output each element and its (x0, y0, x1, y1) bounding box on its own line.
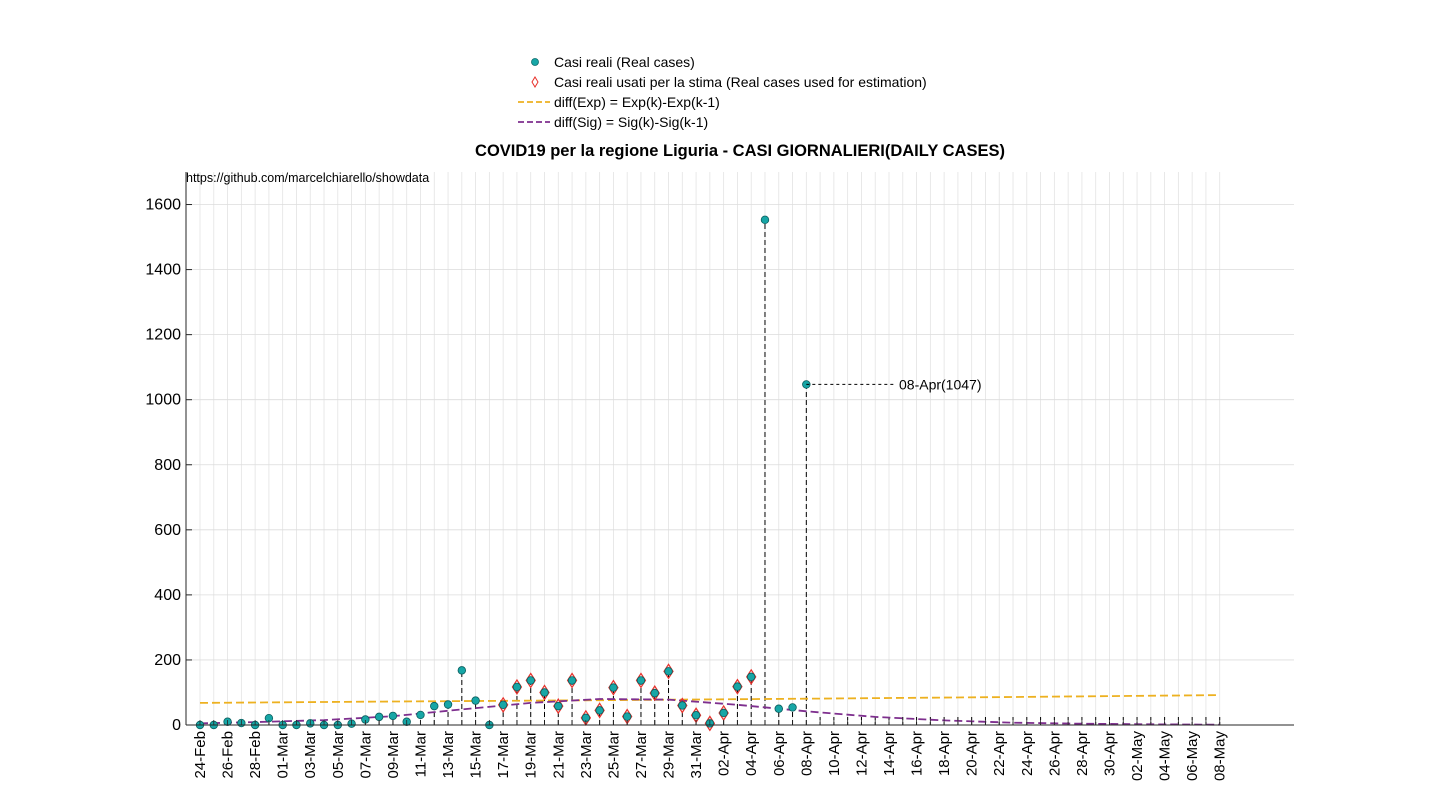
x-tick-label: 05-Mar (330, 731, 347, 779)
x-tick-label: 13-Mar (440, 731, 457, 779)
real-case-point (650, 688, 659, 698)
real-case-point (526, 676, 535, 685)
x-tick-label: 24-Apr (1019, 731, 1036, 776)
real-case-point (622, 712, 632, 721)
legend-entry-diff-sig: diff(Sig) = Sig(k)-Sig(k-1) (514, 112, 708, 132)
real-case-point (554, 701, 563, 711)
x-tick-label: 04-Apr (743, 731, 760, 776)
x-tick-label: 12-Apr (853, 731, 870, 776)
real-case-point (498, 700, 508, 710)
y-tick-label: 1600 (145, 197, 181, 214)
real-case-point (788, 703, 797, 712)
x-tick-label: 26-Apr (1046, 731, 1063, 776)
dashed-line-icon (514, 112, 554, 132)
real-case-point (664, 667, 673, 676)
x-tick-label: 16-Apr (909, 731, 926, 776)
x-tick-label: 21-Mar (550, 731, 567, 779)
x-tick-label: 10-Apr (826, 731, 843, 776)
x-tick-label: 17-Mar (495, 731, 512, 779)
dashed-line-icon (514, 92, 554, 112)
x-tick-label: 31-Mar (688, 731, 705, 779)
y-tick-label: 0 (172, 717, 181, 734)
y-tick-label: 400 (154, 587, 181, 604)
y-tick-label: 600 (154, 522, 181, 539)
x-tick-label: 01-Mar (275, 731, 292, 779)
x-tick-label: 08-May (1212, 731, 1229, 782)
real-case-point (443, 700, 453, 709)
x-tick-label: 26-Feb (220, 731, 237, 779)
x-tick-label: 07-Mar (357, 731, 374, 779)
real-case-point (760, 215, 770, 225)
real-case-point (609, 683, 618, 692)
source-url: https://github.com/marcelchiarello/showd… (186, 171, 430, 185)
x-tick-label: 23-Mar (578, 731, 595, 779)
chart-legend: Casi reali (Real cases) Casi reali usati… (514, 52, 964, 132)
real-case-point (471, 696, 480, 705)
real-case-point (691, 711, 701, 720)
x-tick-label: 06-May (1184, 731, 1201, 782)
real-case-point (457, 666, 467, 675)
x-tick-label: 30-Apr (1101, 731, 1118, 776)
chart-title: COVID19 per la regione Liguria - CASI GI… (475, 142, 1005, 160)
x-tick-label: 15-Mar (468, 731, 485, 779)
x-tick-label: 24-Feb (192, 731, 209, 779)
y-tick-label: 200 (154, 652, 181, 669)
legend-label: diff(Exp) = Exp(k)-Exp(k-1) (554, 94, 720, 110)
x-tick-label: 02-Apr (716, 731, 733, 776)
real-case-point (733, 682, 742, 691)
real-case-point (747, 672, 756, 682)
legend-label: Casi reali (Real cases) (554, 54, 695, 70)
x-tick-label: 03-Mar (302, 731, 319, 779)
x-tick-label: 19-Mar (523, 731, 540, 779)
real-case-point (595, 706, 604, 715)
y-tick-label: 1400 (145, 262, 181, 279)
x-tick-label: 04-May (1157, 731, 1174, 782)
x-tick-label: 06-Apr (771, 731, 788, 776)
x-tick-label: 22-Apr (991, 731, 1008, 776)
x-tick-label: 28-Feb (247, 731, 264, 779)
x-tick-label: 28-Apr (1074, 731, 1091, 776)
chart-annotation-layer: 08-Apr(1047) (806, 376, 982, 392)
real-case-point (774, 704, 783, 713)
real-case-point (540, 688, 549, 697)
x-tick-label: 14-Apr (881, 731, 898, 776)
chart-markers (195, 215, 811, 732)
x-tick-label: 11-Mar (412, 731, 429, 777)
diff-sig-curve (199, 698, 1220, 726)
y-tick-label: 800 (154, 457, 181, 474)
real-case-point (388, 711, 398, 721)
real-case-point (567, 676, 577, 685)
real-case-point (512, 682, 522, 692)
legend-entry-real-cases: Casi reali (Real cases) (514, 52, 695, 72)
x-tick-label: 09-Mar (385, 731, 402, 779)
chart-curves (199, 694, 1220, 726)
diamond-marker-icon (514, 72, 554, 92)
dot-marker-icon (514, 52, 554, 72)
diff-exp-curve (199, 694, 1220, 704)
real-case-point (416, 710, 425, 720)
x-tick-label: 02-May (1129, 731, 1146, 782)
chart-grid (186, 172, 1294, 726)
legend-label: Casi reali usati per la stima (Real case… (554, 74, 927, 90)
real-case-point (636, 676, 646, 685)
legend-label: diff(Sig) = Sig(k)-Sig(k-1) (554, 114, 709, 130)
annotation-label: 08-Apr(1047) (899, 376, 982, 392)
real-case-point (430, 701, 439, 711)
x-tick-label: 29-Mar (661, 731, 678, 779)
legend-entry-diff-exp: diff(Exp) = Exp(k)-Exp(k-1) (514, 92, 720, 112)
legend-entry-estimation-cases: Casi reali usati per la stima (Real case… (514, 72, 927, 92)
x-tick-label: 27-Mar (633, 731, 650, 779)
real-case-point (719, 708, 728, 718)
x-tick-label: 25-Mar (605, 731, 622, 779)
real-case-point (374, 712, 384, 722)
x-tick-label: 20-Apr (964, 731, 981, 776)
y-tick-label: 1200 (145, 327, 181, 344)
y-tick-label: 1000 (145, 392, 181, 409)
x-tick-label: 18-Apr (936, 731, 953, 776)
x-tick-label: 08-Apr (798, 731, 815, 776)
chart-axes: 0 200 400 600 800 1000 1200 1400 1600 24-Feb 26-Fe… (145, 172, 1294, 781)
real-case-point (678, 701, 687, 710)
